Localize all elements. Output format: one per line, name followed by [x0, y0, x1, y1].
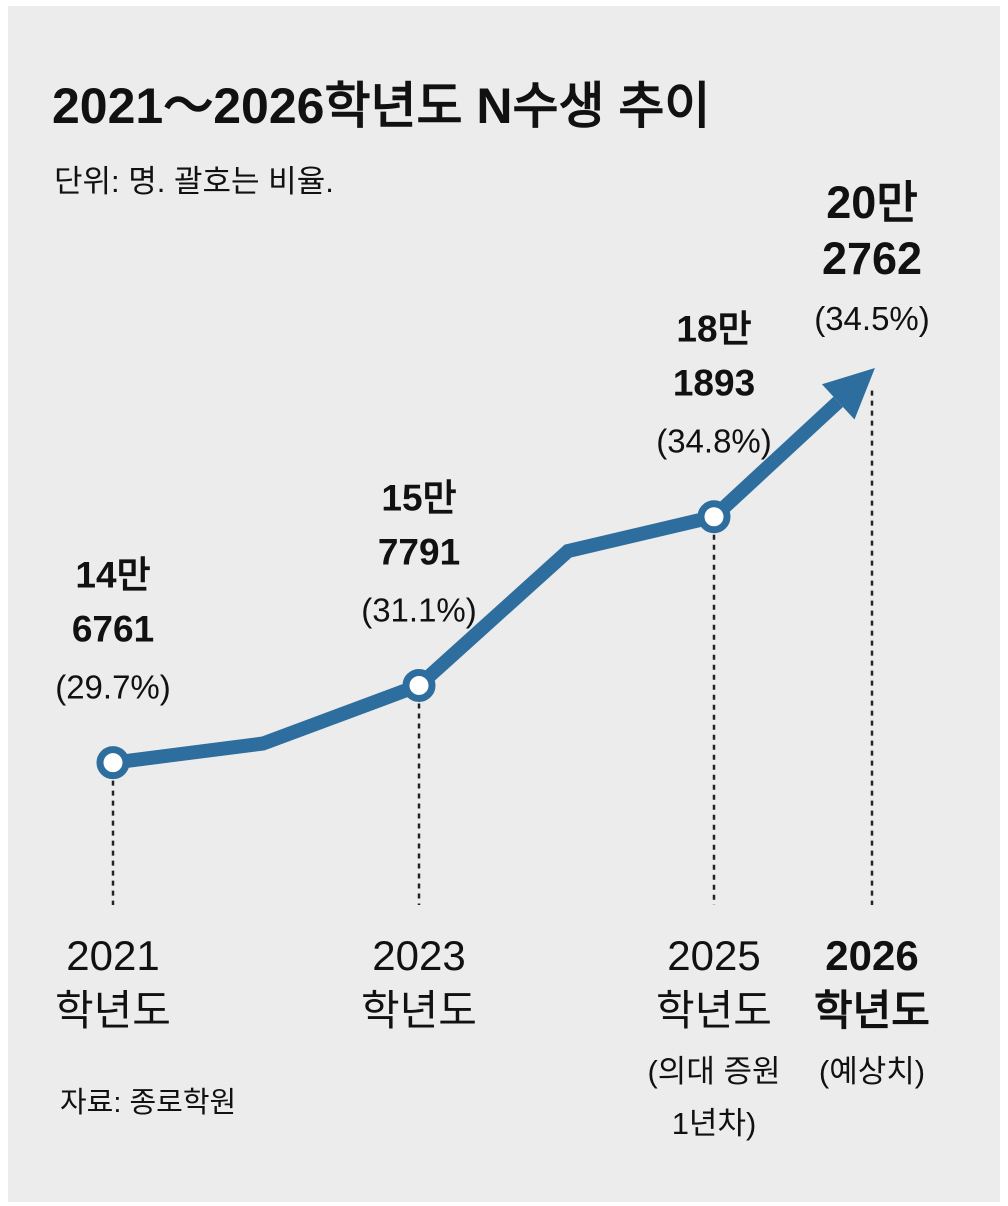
- value-label-2025-top: 18만: [676, 309, 751, 350]
- pct-label-2025: (34.8%): [656, 423, 772, 460]
- x-tick-2026: 2026: [825, 932, 918, 979]
- x-tick-2025-suffix: 학년도: [656, 987, 772, 1034]
- value-label-2025-bottom: 1893: [673, 363, 755, 404]
- pct-label-2026: (34.5%): [814, 300, 930, 337]
- pct-label-2023: (31.1%): [361, 591, 477, 628]
- value-label-2021-bottom: 6761: [72, 609, 154, 650]
- value-label-2023-bottom: 7791: [378, 531, 460, 572]
- guide-lines: [111, 390, 874, 905]
- x-tick-2023: 2023: [372, 932, 465, 979]
- x-tick-2023-suffix: 학년도: [361, 987, 477, 1034]
- source-note: 자료: 종로학원: [60, 1086, 236, 1119]
- data-point-2025: [697, 500, 731, 534]
- value-label-2021-top: 14만: [75, 555, 150, 596]
- pct-label-2021: (29.7%): [55, 669, 171, 706]
- x-tick-2021: 2021: [66, 932, 159, 979]
- x-axis-labels: 2021 학년도 2023 학년도 2025 학년도 (의대 증원 1년차) 2026 학년도 (예…: [55, 932, 930, 1141]
- x-tick-2025: 2025: [667, 932, 760, 979]
- unit-note: 단위: 명. 괄호는 비율.: [54, 164, 334, 199]
- data-point-2023: [402, 668, 436, 702]
- value-label-2026-top: 20만: [826, 177, 917, 228]
- x-note-2026-0: (예상치): [819, 1054, 925, 1089]
- value-label-2023-top: 15만: [381, 477, 456, 518]
- data-labels: 14만 6761 (29.7%) 15만 7791 (31.1%) 18만 1893 (34.8…: [55, 177, 930, 706]
- x-note-2025-1: 1년차): [672, 1106, 757, 1141]
- value-label-2026-bottom: 2762: [822, 233, 922, 284]
- data-point-2021: [96, 746, 130, 780]
- arrow-head-icon: [821, 367, 875, 420]
- series-line-path: [112, 396, 843, 770]
- chart-title: 2021～2026학년도 N수생 추이: [52, 78, 710, 134]
- series-line: [112, 367, 875, 770]
- x-tick-2021-suffix: 학년도: [55, 987, 171, 1034]
- data-markers: [96, 500, 731, 780]
- x-tick-2026-suffix: 학년도: [814, 987, 930, 1034]
- x-note-2025-0: (의대 증원: [647, 1054, 780, 1089]
